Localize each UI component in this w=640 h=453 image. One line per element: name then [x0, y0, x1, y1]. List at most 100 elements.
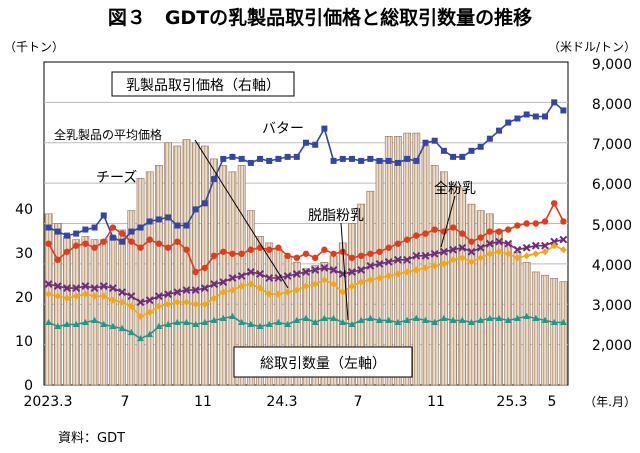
wmp-point: [458, 316, 466, 323]
butter-point: [257, 155, 264, 162]
smp-point: [192, 300, 200, 308]
wmp-point: [137, 334, 144, 342]
smp-point: [118, 298, 126, 306]
smp-point: [201, 300, 209, 308]
wmp-point: [238, 318, 246, 326]
wmp-point: [385, 316, 393, 323]
average-price-point: [320, 264, 329, 272]
left-tick-label: 30: [15, 246, 33, 262]
wmp-point: [118, 324, 126, 332]
wmp-point: [173, 318, 181, 326]
cheese-point: [449, 224, 457, 231]
cheese-point: [403, 236, 411, 243]
right-tick-label: 2,000: [592, 338, 632, 354]
smp-point: [63, 294, 71, 302]
x-tick-label: 11: [427, 394, 445, 410]
smp-point: [228, 286, 236, 294]
wmp-point: [275, 318, 282, 326]
right-tick-label: 5,000: [592, 218, 632, 234]
volume-bar: [440, 171, 448, 386]
average-price-point: [109, 284, 117, 293]
right-axis-unit: （米ドル/トン）: [548, 40, 636, 54]
average-price-point: [421, 251, 430, 260]
cheese-point: [247, 246, 255, 253]
average-price-point: [292, 270, 301, 278]
smp-point: [550, 242, 558, 250]
wmp-point: [403, 316, 411, 323]
average-price-point: [182, 286, 191, 295]
smp-point: [265, 290, 273, 298]
butter-point: [514, 115, 521, 122]
average-price-point: [412, 251, 421, 260]
wmp-point: [201, 318, 209, 326]
average-price-point: [403, 255, 412, 264]
price-label: 乳製品取引価格（右軸）: [126, 78, 280, 94]
butter-point: [330, 157, 337, 164]
smp-point: [247, 280, 255, 288]
average-price-point: [265, 274, 274, 282]
cheese-point: [311, 254, 319, 262]
smp-point: [173, 298, 181, 306]
wmp-point: [550, 318, 558, 326]
smp-point: [293, 286, 301, 294]
butter-point: [404, 155, 411, 162]
wmp-point: [155, 322, 163, 330]
average-price-point: [155, 292, 163, 301]
butter-point: [339, 155, 346, 162]
wmp-point: [339, 318, 347, 326]
cheese-point: [514, 222, 521, 229]
average-price-point: [550, 237, 559, 246]
smp-point: [376, 274, 384, 282]
cheese-point: [137, 244, 144, 251]
butter-point: [73, 230, 80, 237]
wmp-point: [412, 314, 420, 321]
right-tick-label: 7,000: [592, 137, 632, 153]
smp-point: [311, 280, 319, 288]
left-tick-label: 10: [15, 334, 33, 350]
volume-bar: [522, 261, 531, 386]
volume-bar: [430, 165, 439, 386]
butter-point: [312, 141, 319, 148]
cheese-point: [109, 224, 117, 231]
cheese-point: [183, 246, 190, 253]
butter-point: [82, 226, 89, 233]
average-price-point: [63, 284, 71, 293]
cheese-point: [468, 238, 475, 245]
volume-bar: [302, 268, 310, 386]
wmp-point: [109, 322, 117, 330]
volume-bar: [467, 203, 476, 386]
smp-point: [284, 288, 292, 296]
cheese-point: [321, 246, 328, 253]
wmp-point: [320, 314, 328, 321]
x-tick-label: 7: [121, 394, 130, 410]
butter-point: [459, 153, 466, 160]
smp-point: [54, 292, 62, 300]
cheese-point: [45, 240, 52, 247]
wmp-point: [495, 314, 503, 321]
cheese-point: [100, 238, 107, 245]
butter-point: [468, 147, 475, 154]
butter-point: [321, 125, 328, 132]
volume-bar: [357, 203, 366, 386]
butter-point: [284, 153, 291, 160]
wmp-point: [560, 318, 567, 326]
average-price-point: [118, 288, 127, 297]
wmp-point: [164, 320, 172, 328]
butter-point: [394, 159, 401, 166]
cheese-point: [486, 228, 494, 235]
smp-point: [412, 266, 420, 274]
butter-point: [266, 157, 273, 164]
smp-point: [127, 302, 135, 310]
butter-point: [211, 176, 218, 183]
right-tick-label: 6,000: [592, 177, 632, 193]
wmp-point: [91, 316, 98, 323]
wmp-point: [477, 316, 485, 323]
wmp-point: [210, 316, 218, 323]
average-price-point: [439, 247, 448, 256]
smp-point: [348, 282, 356, 290]
smp-point: [559, 246, 567, 254]
smp-point: [320, 276, 328, 284]
butter-point: [450, 153, 457, 160]
butter-point: [477, 143, 484, 150]
